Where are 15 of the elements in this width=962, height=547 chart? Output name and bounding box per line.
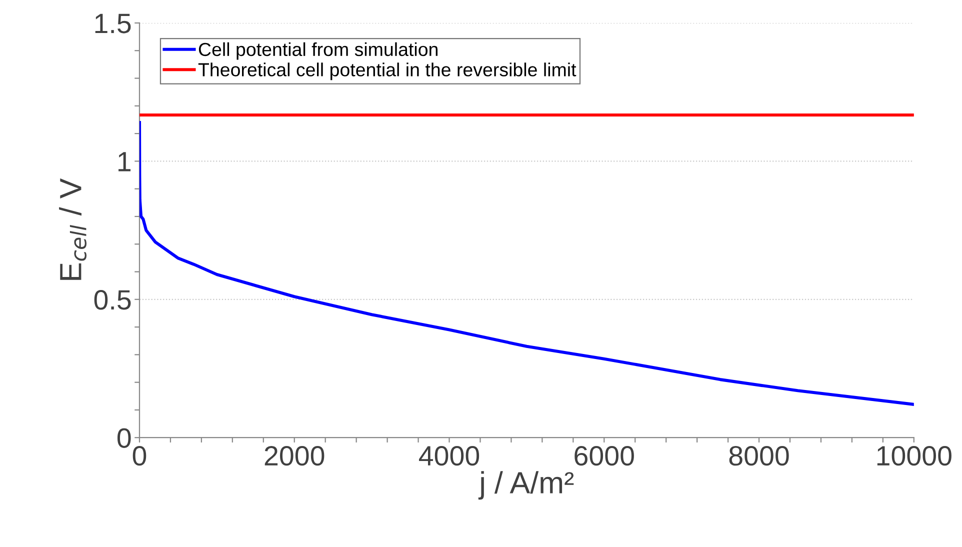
x-tick-label: 4000 xyxy=(419,446,480,466)
y-tick-label: 0.5 xyxy=(94,290,131,310)
y-axis-title: E$_{cell}$ / V xyxy=(59,178,86,280)
x-tick-label: 10000 xyxy=(877,446,952,466)
legend-label: Theoretical cell potential in the reversible limit xyxy=(198,62,576,80)
legend-label: Cell potential from simulation xyxy=(198,42,438,60)
y-tick-label: 1.5 xyxy=(95,14,131,34)
line-series xyxy=(139,120,914,406)
y-tick-label: 1 xyxy=(118,152,130,172)
x-tick-label: 8000 xyxy=(729,446,789,466)
x-axis-title: j / A/m² xyxy=(478,471,574,500)
y-tick-label: 0 xyxy=(117,428,131,448)
x-tick-label: 2000 xyxy=(264,446,324,466)
x-tick-label: 6000 xyxy=(574,446,634,466)
x-tick-label: 0 xyxy=(132,446,146,466)
